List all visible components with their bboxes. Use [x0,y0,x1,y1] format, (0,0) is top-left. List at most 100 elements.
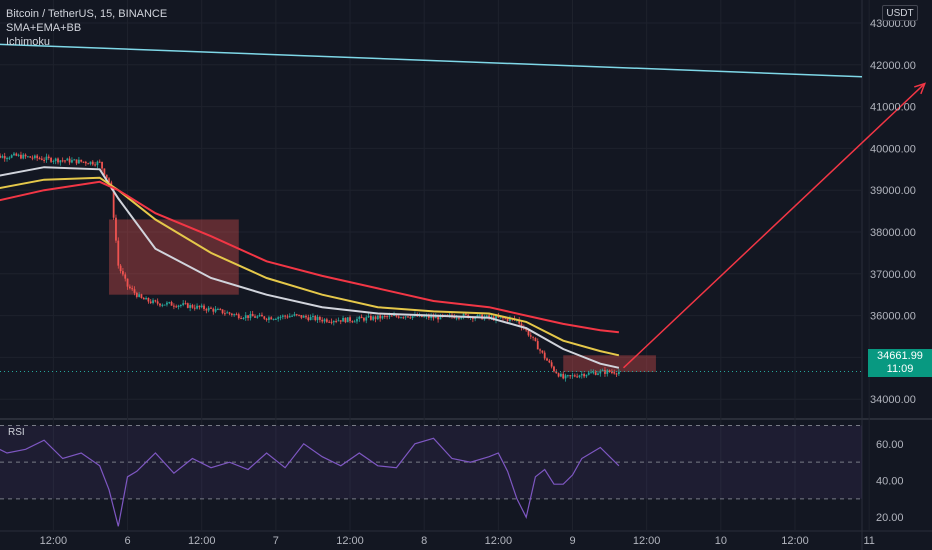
candle-body [569,375,572,377]
candle-body [198,305,201,308]
moving-averages [0,166,620,369]
candle-body [20,154,22,159]
candle-body [506,318,509,321]
candle-body [228,312,231,314]
time-tick-label: 7 [273,535,279,547]
ichimoku-cloud [109,219,656,373]
symbol-title[interactable]: Bitcoin / TetherUS, 15, BINANCE [6,8,168,20]
candle-body [388,315,391,317]
candle-body [189,305,192,308]
candle-body [439,314,442,320]
candle-body [550,362,553,367]
price-axis[interactable]: 43000.0042000.0041000.0040000.0039000.00… [870,18,916,524]
arrow-head [914,82,927,95]
candle-body [80,159,83,162]
candle-body [288,316,291,318]
candle-body [33,155,36,159]
candle-body [564,375,567,379]
candle-body [3,156,6,159]
candle-body [386,316,389,318]
trendline [0,43,863,78]
candle-body [312,316,314,318]
candle-body [6,158,8,160]
candle-body [379,315,382,319]
candle-body [268,317,270,320]
candle-body [108,178,110,183]
candle-body [156,301,159,304]
candle-body [61,160,64,162]
candle-body [349,317,351,322]
candle-body [247,315,249,318]
candle-body [149,301,152,303]
candle-body [26,156,29,158]
candle-body [328,321,331,323]
candle-body [617,371,620,375]
indicator-sma-ema-bb[interactable]: SMA+EMA+BB [6,22,82,34]
candle-body [520,323,523,328]
candle-body [332,321,335,323]
candle-body [502,317,504,319]
candle-body [184,303,187,305]
candle-body [323,319,326,322]
candle-body [504,318,507,320]
time-axis[interactable]: 12:00 6 12:00 7 12:00 8 12:00 9 12:00 10 12:00 11 [40,535,875,547]
arrow-line [622,83,926,369]
drawings[interactable] [0,43,927,373]
candle-body [54,158,57,161]
candle-body [393,315,395,317]
candle-body [77,159,80,164]
candle-body [509,318,511,321]
candle-body [555,371,558,374]
indicator-ichimoku[interactable]: Ichimoku [6,36,51,48]
candle-body [94,164,97,166]
candle-body [205,309,208,311]
candle-body [170,302,173,306]
candle-body [217,309,219,311]
candle-body [279,316,282,318]
candle-body [578,375,581,378]
candle-body [437,316,439,320]
currency-badge[interactable]: USDT [882,5,918,21]
candle-body [346,317,349,323]
candle-body [485,315,488,317]
candle-body [270,317,273,320]
candle-body [409,317,412,319]
candle-body [254,316,256,318]
candle-body [286,316,289,318]
candle-body [96,161,99,166]
candle-body [455,317,458,319]
candle-body [319,317,321,320]
candle-body [365,317,368,321]
candle-body [57,158,59,163]
rsi-line [0,437,620,527]
candle-body [601,370,604,372]
time-tick-label: 12:00 [485,535,513,547]
candle-body [140,294,143,298]
candle-body [200,305,203,308]
candle-body [207,307,210,311]
candle-body [64,160,66,162]
candle-body [325,319,328,322]
candle-body [335,321,338,323]
candle-body [89,161,92,164]
candle-body [281,315,284,317]
candle-body [168,302,171,304]
candle-body [611,372,613,374]
candle-body [1,156,4,158]
candle-body [404,316,407,318]
candle-body [590,372,592,374]
candle-body [497,316,500,318]
candle-body [29,156,32,158]
candle-body [337,320,340,322]
candle-body [272,318,275,320]
candle-body [599,370,602,374]
candle-body [163,304,166,306]
rsi-title[interactable]: RSI [8,427,25,438]
candle-body [527,330,530,336]
candle-body [112,188,115,218]
candle-body [594,372,597,375]
candle-body [316,317,319,321]
time-tick-label: 12:00 [781,535,809,547]
candle-body [529,335,532,337]
